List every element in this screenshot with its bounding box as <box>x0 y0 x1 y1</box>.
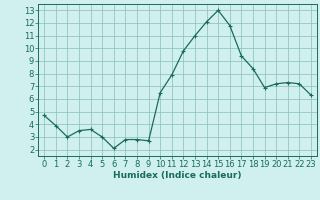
X-axis label: Humidex (Indice chaleur): Humidex (Indice chaleur) <box>113 171 242 180</box>
